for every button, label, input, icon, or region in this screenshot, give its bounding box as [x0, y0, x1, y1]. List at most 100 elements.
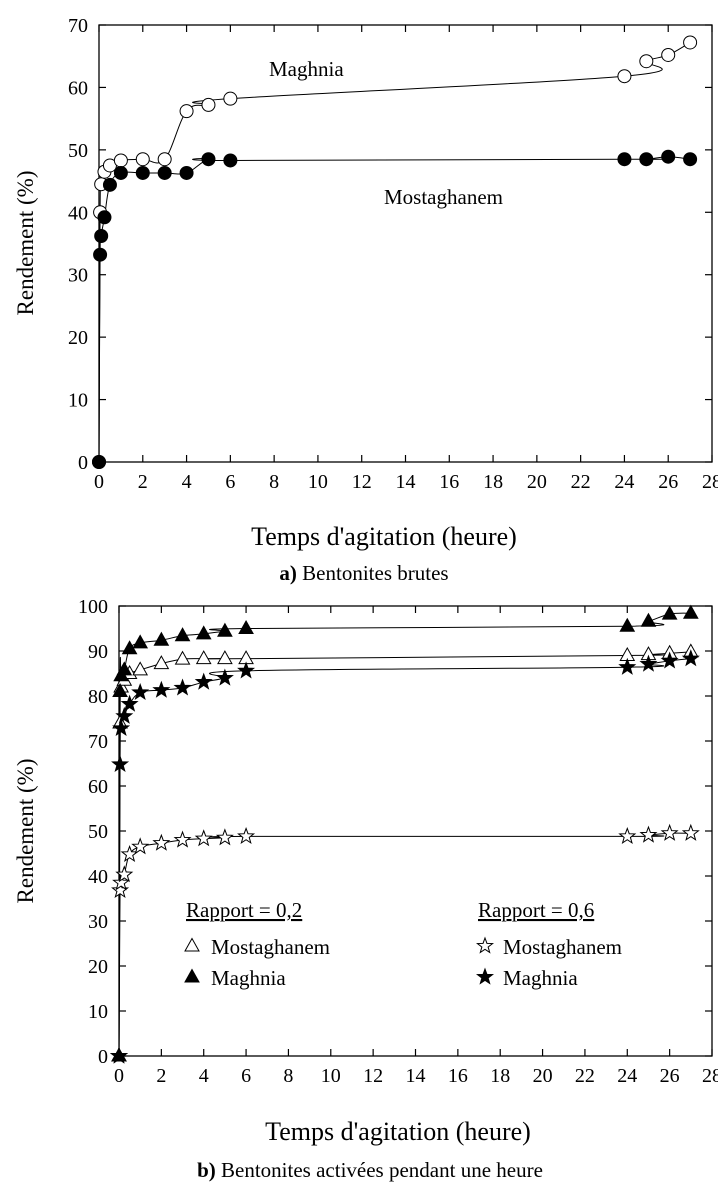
- point-star-open: [660, 823, 679, 841]
- y-tick-label: 50: [88, 821, 108, 843]
- point-circle-filled: [639, 152, 654, 167]
- x-tick-label: 28: [702, 471, 718, 493]
- x-tick-label: 18: [483, 471, 503, 493]
- point-star-filled: [660, 651, 679, 669]
- legend-group-title-2: Rapport = 0,6: [478, 898, 594, 922]
- point-circle-filled: [113, 165, 128, 180]
- caption-a-text: Bentonites brutes: [297, 561, 449, 585]
- y-tick-label: 30: [68, 265, 88, 287]
- point-star-filled: [112, 718, 131, 737]
- x-tick-label: 0: [114, 1065, 124, 1087]
- point-circle-open: [135, 152, 150, 167]
- x-tick-label: 8: [269, 471, 279, 493]
- legend-marker-star-filled: [475, 967, 495, 985]
- y-tick-label: 100: [78, 596, 108, 618]
- caption-b: b) Bentonites activées pendant une heure: [197, 1158, 543, 1182]
- legend-label-mostaghanem-02: Mostaghanem: [211, 935, 330, 959]
- y-tick-label: 0: [98, 1046, 108, 1068]
- point-star-filled: [173, 678, 192, 696]
- point-star-open: [152, 833, 171, 851]
- point-triangle-filled: [132, 634, 149, 649]
- x-tick-label: 6: [225, 471, 235, 493]
- point-circle-filled: [102, 177, 117, 192]
- x-tick-label: 22: [571, 471, 591, 493]
- x-tick-label: 10: [308, 471, 328, 493]
- point-star-open: [115, 865, 134, 883]
- x-tick-label: 22: [575, 1065, 595, 1087]
- point-star-open: [215, 828, 234, 846]
- point-triangle-filled: [153, 631, 170, 646]
- point-triangle-filled: [116, 661, 133, 676]
- y-tick-label: 0: [78, 452, 88, 474]
- x-tick-label: 12: [352, 471, 372, 493]
- point-star-filled: [109, 1046, 129, 1064]
- legend-marker-triangle-open: [184, 937, 200, 952]
- y-tick-label: 40: [68, 202, 88, 224]
- point-star-open: [681, 823, 700, 841]
- x-tick-label: 0: [94, 471, 104, 493]
- x-tick-label: 6: [241, 1065, 251, 1087]
- caption-a-prefix: a): [279, 561, 297, 585]
- point-triangle-open: [132, 661, 149, 676]
- point-circle-open: [639, 54, 654, 69]
- x-tick-label: 14: [406, 1065, 426, 1087]
- point-circle-filled: [92, 455, 106, 469]
- y-tick-label: 10: [68, 390, 88, 412]
- y-tick-label: 50: [68, 140, 88, 162]
- point-circle-open: [223, 91, 238, 106]
- y-tick-label: 70: [88, 731, 108, 753]
- point-triangle-filled: [195, 625, 212, 640]
- y-tick-label: 20: [88, 956, 108, 978]
- point-circle-open: [113, 153, 128, 168]
- point-circle-open: [617, 69, 632, 84]
- x-tick-label: 8: [283, 1065, 293, 1087]
- legend-b: Rapport = 0,2 Rapport = 0,6 Mostaghanem …: [184, 898, 622, 990]
- point-triangle-open: [153, 655, 170, 670]
- point-star-open: [120, 844, 139, 863]
- point-circle-filled: [135, 165, 150, 180]
- y-tick-label: 60: [88, 776, 108, 798]
- point-circle-filled: [201, 152, 216, 167]
- legend-symbol-star-open: [475, 936, 495, 954]
- x-axis-label-a: Temps d'agitation (heure): [251, 522, 517, 551]
- x-tick-label: 24: [617, 1065, 637, 1087]
- x-tick-label: 26: [658, 471, 678, 493]
- x-tick-label: 26: [660, 1065, 680, 1087]
- panel-b: 0 2 4 6 8 10 12 14 16 18 20 22 24 26 28010203040506070…: [13, 596, 718, 1182]
- annotation-maghnia: Maghnia: [269, 57, 344, 81]
- point-circle-filled: [617, 152, 632, 167]
- point-circle-open: [201, 97, 216, 112]
- point-star-filled: [215, 668, 234, 686]
- legend-symbol-triangle-filled: [184, 968, 200, 983]
- y-tick-label: 80: [88, 686, 108, 708]
- point-star-open: [194, 829, 213, 847]
- point-circle-filled: [223, 153, 238, 168]
- series-line-triangle-open: [118, 651, 691, 1057]
- x-tick-label: 18: [490, 1065, 510, 1087]
- legend-label-mostaghanem-06: Mostaghanem: [503, 935, 622, 959]
- y-tick-label: 90: [88, 641, 108, 663]
- point-circle-filled: [93, 247, 108, 262]
- legend-group-title-1: Rapport = 0,2: [186, 898, 302, 922]
- point-circle-filled: [179, 165, 194, 180]
- x-tick-label: 4: [182, 471, 192, 493]
- point-star-filled: [681, 649, 700, 667]
- point-circle-filled: [94, 229, 109, 244]
- x-tick-label: 20: [533, 1065, 553, 1087]
- x-tick-label: 12: [363, 1065, 383, 1087]
- point-triangle-filled: [174, 627, 191, 642]
- point-circle-open: [157, 152, 172, 167]
- caption-b-prefix: b): [197, 1158, 216, 1182]
- point-star-open: [639, 825, 658, 843]
- point-circle-open: [661, 47, 676, 62]
- legend-symbol-triangle-open: [184, 937, 200, 952]
- point-star-filled: [639, 654, 658, 672]
- legend-marker-triangle-filled: [184, 968, 200, 983]
- point-circle-filled: [157, 165, 172, 180]
- point-star-filled: [131, 682, 150, 701]
- x-tick-label: 2: [138, 471, 148, 493]
- x-axis-label-b: Temps d'agitation (heure): [265, 1117, 531, 1146]
- annotation-mostaghanem: Mostaghanem: [384, 185, 503, 209]
